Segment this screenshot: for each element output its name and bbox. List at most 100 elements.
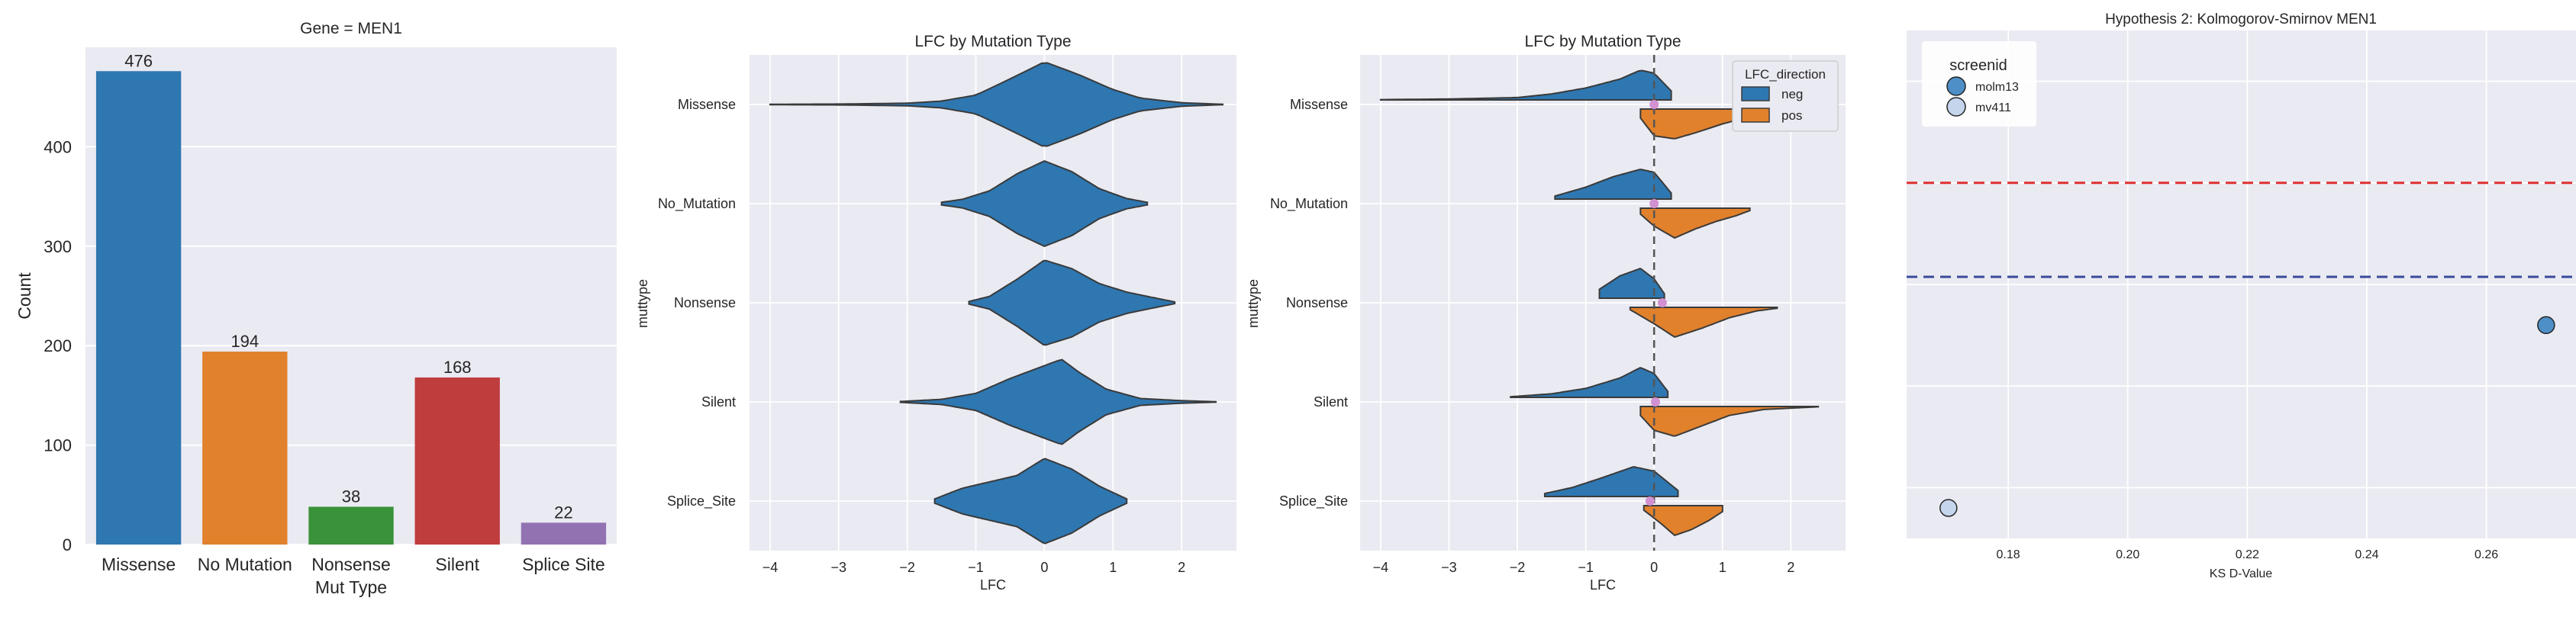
bar-value-label: 476 <box>124 51 153 70</box>
x-tick-label: Splice Site <box>522 554 605 574</box>
x-tick-label: −3 <box>831 560 847 575</box>
violin-nonsense <box>968 259 1176 346</box>
mean-marker-splice-site <box>1645 496 1655 506</box>
y-tick-label: Splice_Site <box>1279 493 1348 509</box>
bar-value-label: 22 <box>554 503 572 522</box>
x-tick-labels: 0.18 0.20 0.22 0.24 0.26 <box>1997 548 2499 561</box>
violins <box>1379 69 1826 536</box>
legend: screenid molm13 mv411 <box>1922 41 2036 127</box>
mean-marker-silent <box>1650 397 1660 407</box>
mean-marker-no-mutation <box>1649 199 1659 208</box>
x-tick-label: 1 <box>1719 560 1726 575</box>
violin-neg-missense <box>1379 69 1672 101</box>
legend-label-neg: neg <box>1781 87 1803 101</box>
x-tick-label: −2 <box>899 560 915 575</box>
x-tick-label: 0 <box>1040 560 1048 575</box>
x-tick-label: Silent <box>435 554 479 574</box>
violin-neg-nonsense <box>1598 268 1665 299</box>
y-tick-label: No_Mutation <box>1270 196 1348 212</box>
violin-pos-no-mutation <box>1639 207 1751 239</box>
split-violin-chart-panel: −4 −3 −2 −1 0 1 2 Missense No_Mutation Nonsense S… <box>1246 33 1846 593</box>
y-tick-label: 0 <box>63 535 72 554</box>
y-tick-label: Nonsense <box>674 295 736 310</box>
bar-nonsense <box>308 506 394 545</box>
x-tick-label: 0.24 <box>2355 548 2378 561</box>
x-tick-label: 2 <box>1787 560 1794 575</box>
bar-value-label: 194 <box>231 332 259 351</box>
point-molm13 <box>2537 316 2555 335</box>
bar-silent <box>414 377 500 545</box>
x-tick-label: −2 <box>1510 560 1526 575</box>
chart-title: LFC by Mutation Type <box>1524 33 1681 50</box>
bar-missense <box>95 71 182 545</box>
legend-label-molm13: molm13 <box>1975 81 2019 94</box>
mean-marker-nonsense <box>1657 298 1667 307</box>
x-tick-label: Missense <box>102 554 176 574</box>
x-tick-label: −4 <box>1373 560 1389 575</box>
x-tick-label: 1 <box>1109 560 1117 575</box>
violin-no-mutation <box>940 160 1149 247</box>
mean-markers <box>1645 100 1667 506</box>
points <box>1939 316 2555 517</box>
violin-missense <box>769 62 1224 147</box>
x-tick-label: 2 <box>1178 560 1185 575</box>
x-tick-label: No Mutation <box>198 554 292 574</box>
legend-title: LFC_direction <box>1745 67 1826 82</box>
violin-splice-site <box>933 458 1128 545</box>
y-axis-label: muttype <box>635 279 650 328</box>
violins <box>769 62 1224 545</box>
y-tick-label: No_Mutation <box>658 196 736 212</box>
x-tick-label: −3 <box>1441 560 1457 575</box>
legend-label-mv411: mv411 <box>1975 101 2011 114</box>
violin-chart-panel: −4 −3 −2 −1 0 1 2 Missense No_Mutation Nonsense S… <box>635 33 1236 593</box>
violin-neg-splice-site <box>1543 466 1679 497</box>
bars: 476 194 38 168 22 <box>95 51 607 545</box>
point-mv411 <box>1939 499 1958 517</box>
violin-pos-silent <box>1639 406 1820 437</box>
y-tick-label: Silent <box>701 394 736 410</box>
violin-neg-no-mutation <box>1554 169 1672 200</box>
y-tick-label: Nonsense <box>1286 295 1348 310</box>
y-tick-labels: Missense No_Mutation Nonsense Silent Splice_… <box>1270 97 1348 509</box>
y-axis-label: Count <box>15 272 34 320</box>
legend-label-pos: pos <box>1781 108 1802 123</box>
x-axis-label: LFC <box>1590 577 1616 593</box>
x-tick-labels: Missense No Mutation Nonsense Silent Splice … <box>102 554 605 574</box>
chart-title: Hypothesis 2: Kolmogorov-Smirnov MEN1 <box>2105 11 2377 27</box>
bar-splice-site <box>521 522 607 545</box>
violin-silent <box>899 358 1217 445</box>
legend-swatch-pos <box>1741 108 1770 123</box>
legend: LFC_direction neg pos <box>1732 60 1839 132</box>
x-tick-labels: −4 −3 −2 −1 0 1 2 <box>762 560 1185 575</box>
mean-marker-missense <box>1649 100 1659 109</box>
y-tick-label: Silent <box>1314 394 1348 410</box>
x-tick-label: 0.20 <box>2116 548 2139 561</box>
violin-neg-silent <box>1510 367 1669 398</box>
bar-no-mutation <box>202 352 288 545</box>
y-tick-label: Missense <box>1290 97 1348 112</box>
y-tick-label: 100 <box>44 436 72 455</box>
x-tick-label: −4 <box>762 560 779 575</box>
x-axis-label: KS D-Value <box>2210 567 2273 580</box>
scatter-chart-panel: 0.18 0.20 0.22 0.24 0.26 Hypothesis 2: Kolmo… <box>1907 11 2576 580</box>
y-tick-labels: 0 100 200 300 400 <box>44 137 72 554</box>
bar-value-label: 168 <box>443 358 472 377</box>
x-tick-labels: −4 −3 −2 −1 0 1 2 <box>1373 560 1795 575</box>
y-tick-label: Missense <box>678 97 736 112</box>
chart-title: Gene = MEN1 <box>300 20 402 37</box>
y-axis-label: muttype <box>1246 279 1261 328</box>
y-tick-label: 200 <box>44 336 72 355</box>
x-tick-label: 0.18 <box>1997 548 2020 561</box>
violin-pos-nonsense <box>1629 307 1778 338</box>
threshold-lines <box>1907 182 2576 278</box>
x-tick-label: 0.26 <box>2474 548 2498 561</box>
x-axis-label: LFC <box>980 577 1006 593</box>
chart-title: LFC by Mutation Type <box>914 33 1071 50</box>
x-tick-label: 0 <box>1650 560 1658 575</box>
x-tick-label: −1 <box>1578 560 1594 575</box>
x-tick-label: Nonsense <box>311 554 391 574</box>
y-tick-label: Splice_Site <box>667 493 736 509</box>
x-axis-label: Mut Type <box>315 577 387 597</box>
